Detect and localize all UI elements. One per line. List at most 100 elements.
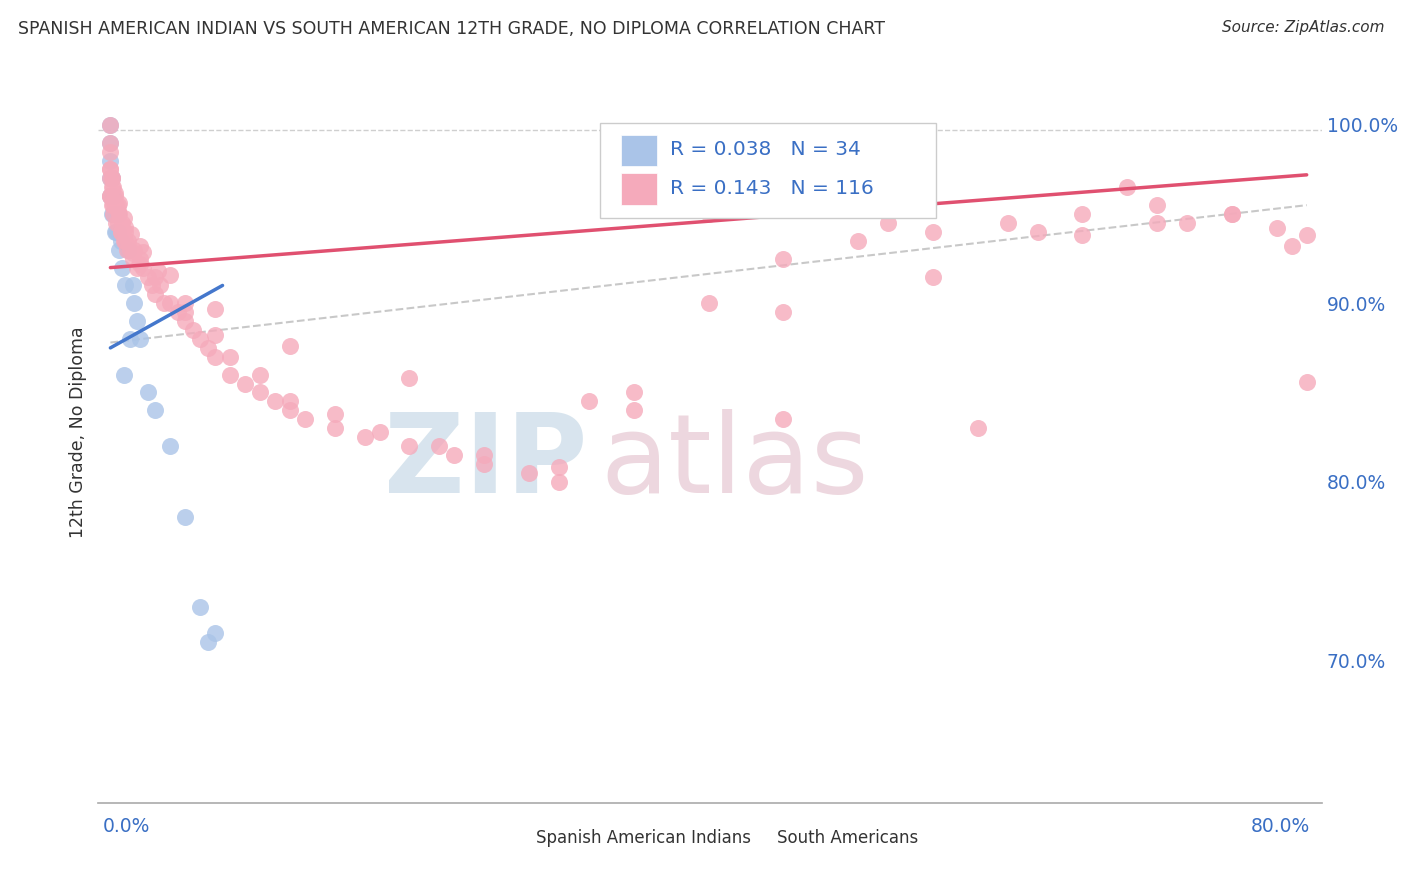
Point	[100, 136, 122, 150]
Text: SPANISH AMERICAN INDIAN VS SOUTH AMERICAN 12TH GRADE, NO DIPLOMA CORRELATION CHA: SPANISH AMERICAN INDIAN VS SOUTH AMERICA…	[18, 20, 886, 37]
Point	[132, 260, 155, 275]
Point	[174, 510, 197, 524]
Point	[148, 264, 170, 278]
Point	[101, 207, 124, 221]
Point	[104, 189, 127, 203]
Point	[103, 189, 125, 203]
Point	[197, 635, 219, 649]
Point	[103, 207, 125, 221]
Point	[100, 162, 122, 177]
Text: ZIP: ZIP	[384, 409, 588, 516]
Point	[143, 269, 166, 284]
Point	[472, 457, 495, 471]
Text: Source: ZipAtlas.com: Source: ZipAtlas.com	[1222, 20, 1385, 35]
Point	[101, 171, 124, 186]
Point	[623, 403, 645, 417]
Point	[100, 171, 122, 186]
Point	[697, 207, 720, 221]
Point	[1071, 207, 1094, 221]
Point	[104, 198, 127, 212]
Point	[921, 225, 943, 239]
Point	[100, 189, 122, 203]
Point	[323, 407, 346, 421]
Point	[141, 278, 163, 293]
Point	[278, 403, 301, 417]
Point	[118, 332, 141, 346]
Point	[188, 599, 211, 614]
Point	[100, 171, 122, 186]
Point	[112, 368, 135, 382]
Point	[578, 394, 600, 409]
Point	[107, 216, 129, 230]
Point	[136, 269, 159, 284]
Point	[110, 225, 132, 239]
Point	[103, 198, 125, 212]
Point	[181, 323, 204, 337]
Point	[114, 234, 136, 248]
Point	[548, 460, 571, 475]
Text: R = 0.143   N = 116: R = 0.143 N = 116	[669, 178, 873, 198]
Point	[204, 301, 226, 316]
Point	[1220, 207, 1243, 221]
Point	[1071, 228, 1094, 243]
Point	[233, 376, 256, 391]
Point	[1281, 239, 1303, 253]
Point	[174, 314, 197, 328]
Point	[100, 118, 122, 132]
Point	[101, 171, 124, 186]
Point	[100, 162, 122, 177]
Point	[1265, 221, 1288, 235]
Point	[623, 385, 645, 400]
Point	[129, 332, 152, 346]
Point	[517, 466, 540, 480]
FancyBboxPatch shape	[620, 173, 658, 204]
Point	[107, 203, 129, 218]
Point	[117, 243, 139, 257]
Point	[111, 260, 134, 275]
Point	[129, 239, 152, 253]
FancyBboxPatch shape	[620, 135, 658, 166]
Point	[188, 332, 211, 346]
Point	[111, 216, 134, 230]
Point	[120, 227, 142, 241]
Point	[100, 136, 122, 150]
Point	[159, 268, 181, 282]
FancyBboxPatch shape	[502, 822, 529, 851]
Point	[143, 287, 166, 301]
Point	[697, 296, 720, 310]
Point	[149, 278, 172, 293]
Point	[264, 394, 287, 409]
Point	[1146, 216, 1168, 230]
Point	[101, 198, 124, 212]
Point	[772, 412, 794, 426]
Point	[103, 180, 125, 194]
Text: 80.0%: 80.0%	[1250, 817, 1309, 836]
Point	[1220, 207, 1243, 221]
Point	[166, 305, 188, 319]
Y-axis label: 12th Grade, No Diploma: 12th Grade, No Diploma	[69, 326, 87, 539]
Point	[107, 198, 129, 212]
Point	[877, 216, 900, 230]
Point	[249, 385, 271, 400]
Point	[398, 371, 420, 385]
Point	[159, 439, 181, 453]
Point	[100, 153, 122, 168]
Point	[112, 234, 135, 248]
Point	[100, 189, 122, 203]
Point	[966, 421, 988, 435]
Point	[105, 216, 128, 230]
Point	[104, 225, 127, 239]
Point	[129, 257, 152, 271]
Point	[115, 243, 138, 257]
Point	[323, 421, 346, 435]
Point	[1175, 216, 1198, 230]
Point	[114, 219, 136, 234]
Point	[107, 225, 129, 239]
Point	[1116, 180, 1139, 194]
Point	[110, 225, 132, 239]
Point	[353, 430, 375, 444]
Point	[118, 243, 141, 257]
Point	[101, 171, 124, 186]
Point	[105, 198, 128, 212]
Text: Spanish American Indians: Spanish American Indians	[536, 829, 751, 847]
